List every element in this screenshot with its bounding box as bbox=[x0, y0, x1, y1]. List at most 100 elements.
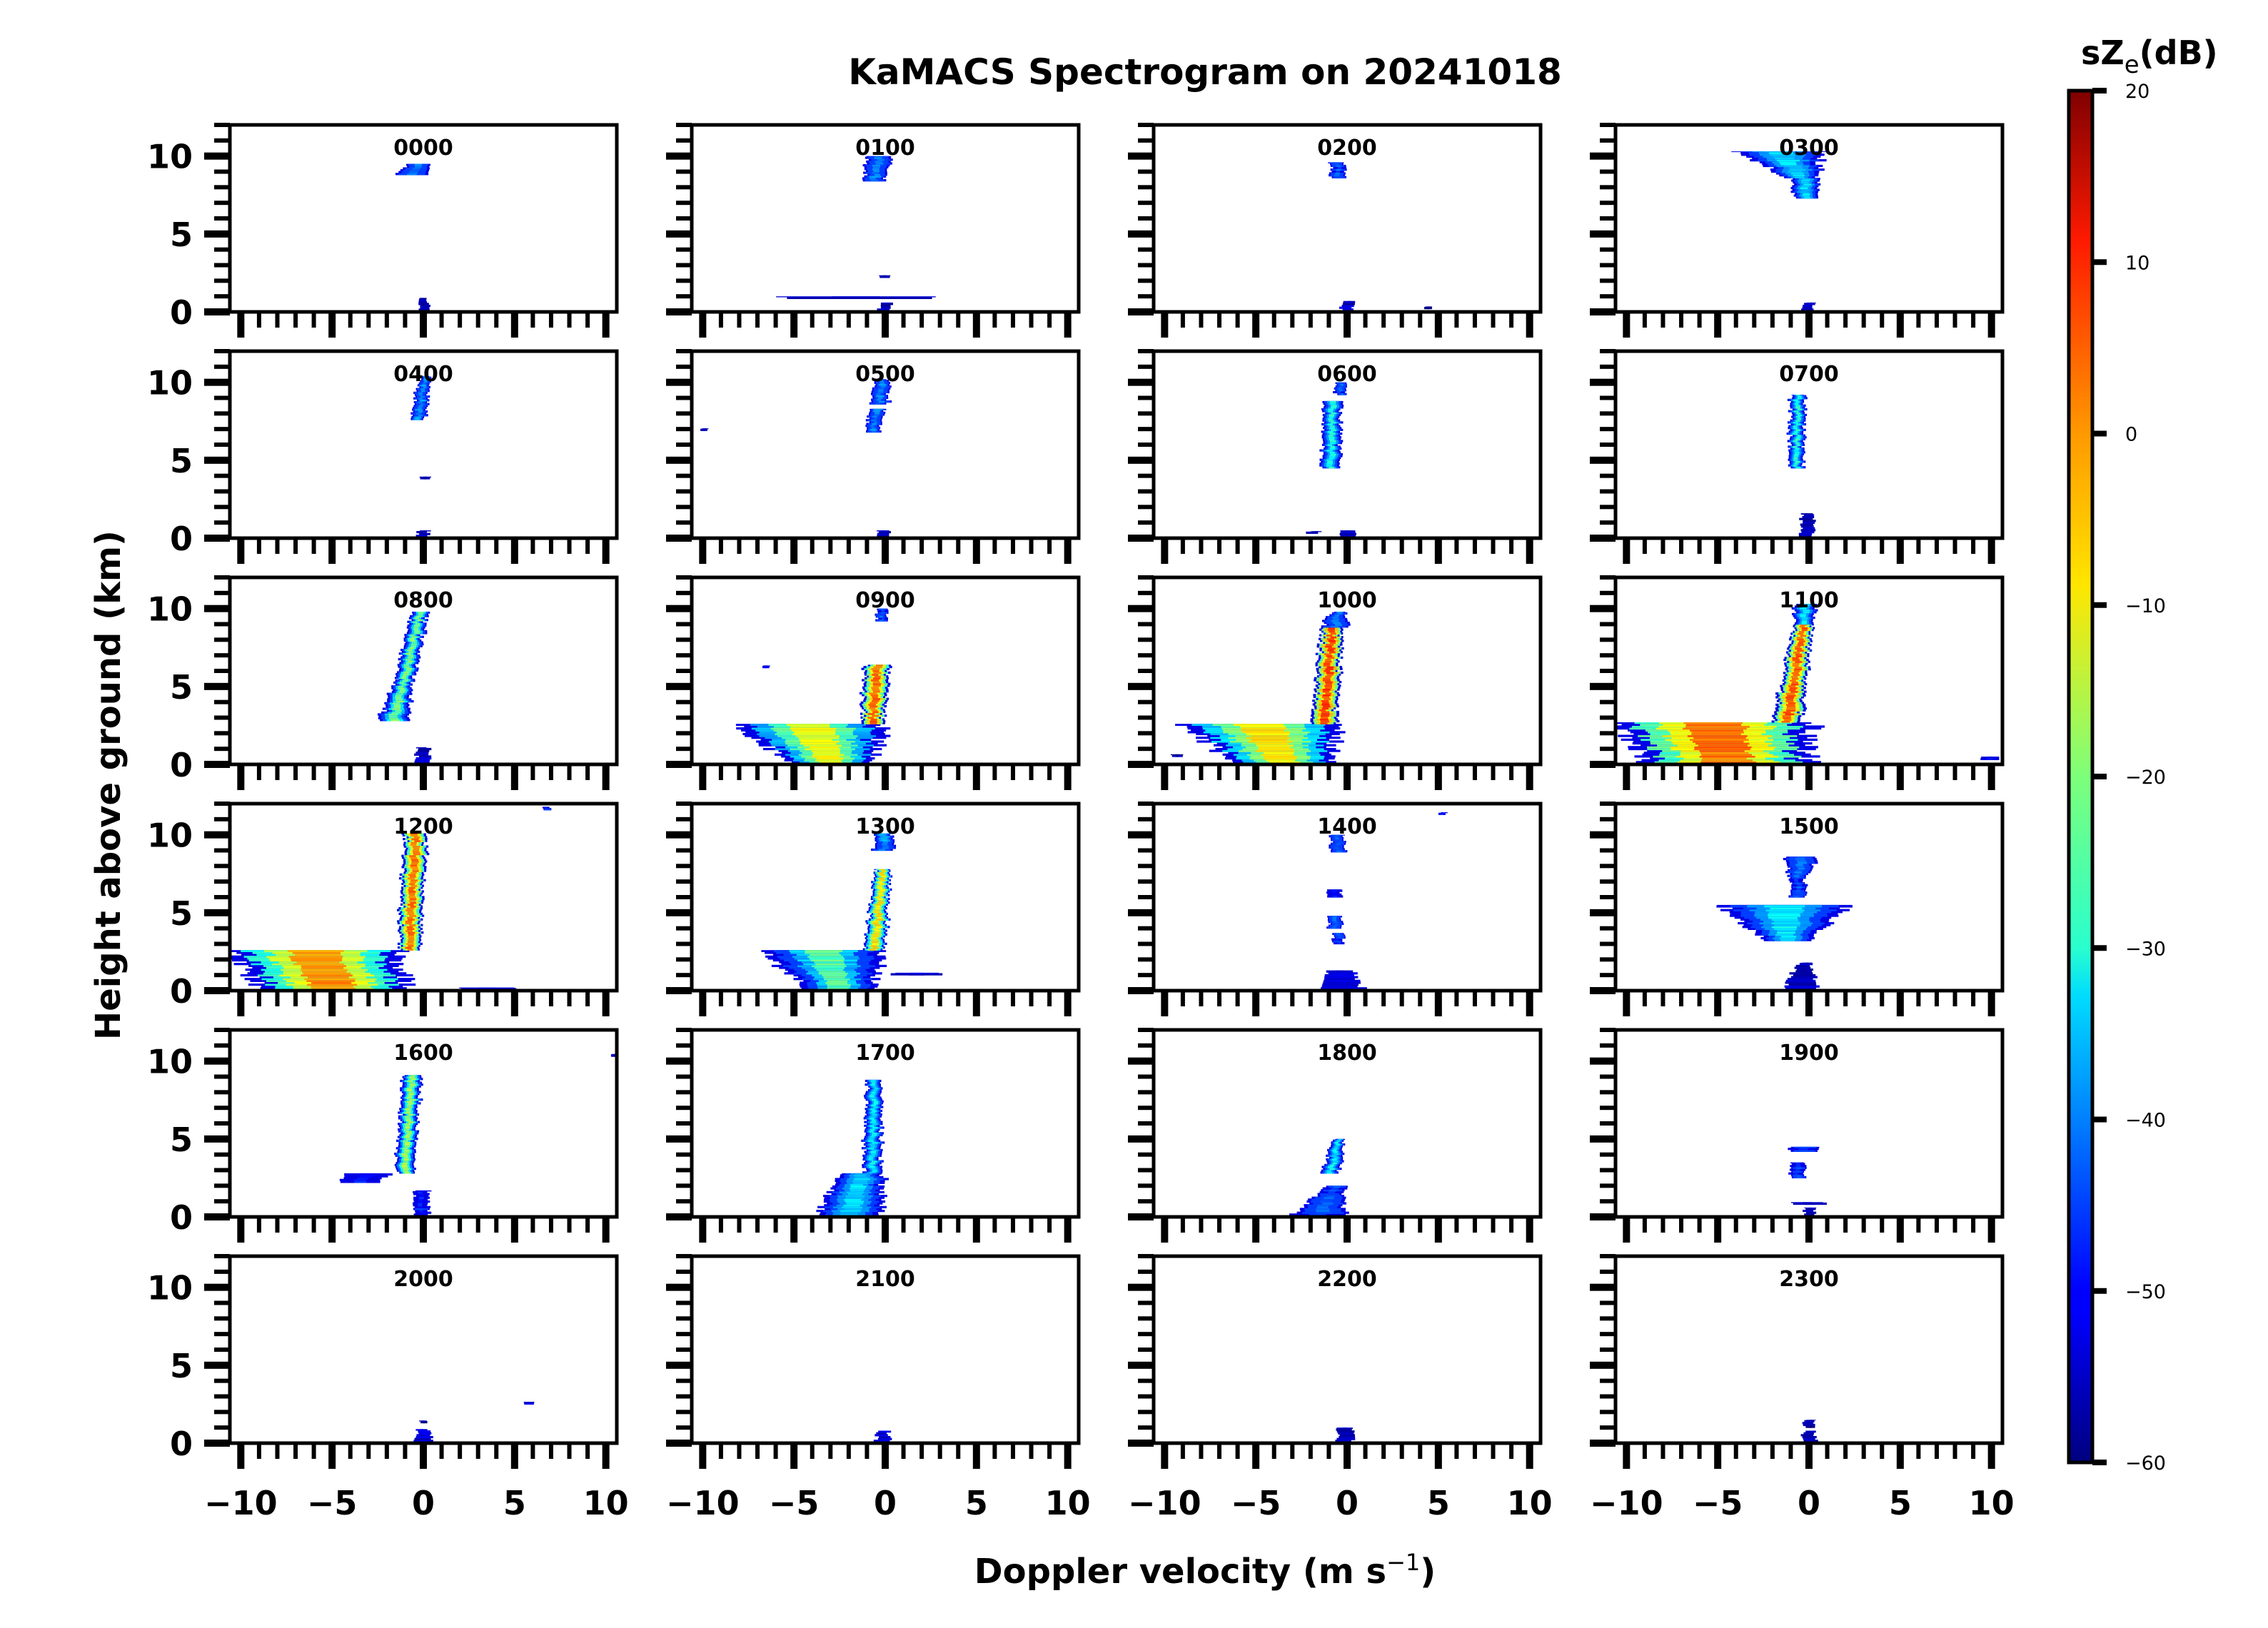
echo-cell bbox=[420, 1211, 426, 1214]
echo-cell bbox=[875, 402, 881, 405]
x-minor-tick bbox=[293, 991, 298, 1006]
y-minor-tick bbox=[676, 590, 692, 595]
echo-cell bbox=[392, 707, 401, 710]
x-minor-tick bbox=[1399, 538, 1404, 554]
y-minor-tick bbox=[1600, 1348, 1616, 1352]
echo-cell bbox=[1332, 916, 1336, 920]
y-minor-tick bbox=[1138, 395, 1154, 400]
x-minor-tick bbox=[956, 991, 961, 1006]
echo-cell bbox=[872, 1123, 877, 1126]
y-minor-tick bbox=[676, 427, 692, 432]
x-major-tick bbox=[510, 312, 518, 338]
x-minor-tick bbox=[937, 764, 942, 780]
x-minor-tick bbox=[755, 312, 760, 328]
x-minor-tick bbox=[1308, 312, 1313, 328]
x-axis-ticks bbox=[237, 312, 610, 338]
x-minor-tick bbox=[1770, 538, 1775, 554]
x-major-tick bbox=[1064, 1217, 1072, 1243]
x-major-tick bbox=[972, 764, 980, 790]
echo-cell bbox=[1339, 972, 1348, 975]
echo-cell bbox=[1797, 649, 1804, 652]
x-minor-tick bbox=[1770, 764, 1775, 780]
echo-cell bbox=[1807, 521, 1811, 525]
echo-cell bbox=[404, 1148, 410, 1151]
echo-feature bbox=[1339, 300, 1356, 311]
colorbar-tick-label: −20 bbox=[2125, 767, 2166, 789]
echo-cell bbox=[1789, 687, 1798, 689]
x-major-tick bbox=[1064, 991, 1072, 1016]
x-minor-tick bbox=[1454, 764, 1459, 780]
panel-title: 0400 bbox=[393, 362, 453, 387]
y-minor-tick bbox=[1138, 941, 1154, 946]
y-minor-tick bbox=[214, 263, 230, 268]
y-minor-tick bbox=[1600, 699, 1616, 704]
x-minor-tick bbox=[1290, 538, 1295, 554]
x-minor-tick bbox=[1290, 991, 1295, 1006]
x-minor-tick bbox=[439, 538, 444, 554]
echo-cell bbox=[1793, 427, 1798, 430]
x-minor-tick bbox=[256, 538, 261, 554]
y-minor-tick bbox=[1138, 622, 1154, 627]
echo-cell bbox=[1795, 1165, 1801, 1168]
y-minor-tick bbox=[676, 1300, 692, 1305]
x-minor-tick bbox=[1825, 764, 1830, 780]
echo-cell bbox=[1333, 921, 1338, 924]
x-minor-tick bbox=[494, 1443, 499, 1459]
x-minor-tick bbox=[1381, 764, 1386, 780]
echo-cell bbox=[872, 714, 879, 717]
x-major-tick bbox=[699, 1217, 707, 1243]
x-minor-tick bbox=[937, 538, 942, 554]
echo-cell bbox=[1792, 664, 1799, 667]
echo-cell bbox=[402, 1147, 408, 1150]
x-minor-tick bbox=[1326, 764, 1331, 780]
echo-cell bbox=[1775, 157, 1795, 160]
x-minor-tick bbox=[1642, 1217, 1647, 1233]
echo-cell bbox=[872, 1132, 878, 1135]
echo-cell bbox=[872, 423, 877, 425]
echo-cell bbox=[872, 697, 880, 700]
echo-cell bbox=[1335, 922, 1339, 925]
echo-cell bbox=[415, 415, 420, 418]
echo-cell bbox=[1316, 1205, 1329, 1208]
x-minor-tick bbox=[1454, 1443, 1459, 1459]
echo-cell bbox=[869, 1154, 875, 1157]
x-minor-tick bbox=[1491, 764, 1496, 780]
y-minor-tick bbox=[214, 443, 230, 447]
echo-cell bbox=[408, 936, 415, 940]
echo-cell bbox=[881, 610, 885, 612]
echo-cell bbox=[1795, 176, 1805, 178]
echo-cell bbox=[418, 1202, 423, 1205]
x-minor-tick bbox=[1733, 1217, 1738, 1233]
echo-cell bbox=[408, 892, 415, 895]
echo-cell bbox=[1781, 935, 1797, 938]
y-minor-tick bbox=[214, 364, 230, 369]
x-minor-tick bbox=[1217, 538, 1222, 554]
x-minor-tick bbox=[1660, 1443, 1665, 1459]
echo-cell bbox=[408, 890, 416, 893]
y-major-tick bbox=[666, 1440, 692, 1447]
echo-cell bbox=[354, 1180, 367, 1183]
echo-cell bbox=[1791, 672, 1799, 674]
x-minor-tick bbox=[567, 538, 572, 554]
echo-cell bbox=[1329, 455, 1336, 457]
echo-feature bbox=[862, 869, 893, 951]
y-major-tick bbox=[1128, 1361, 1154, 1369]
echo-cell bbox=[410, 856, 418, 859]
y-minor-tick bbox=[1138, 926, 1154, 931]
x-minor-tick bbox=[548, 312, 553, 328]
y-major-tick bbox=[204, 605, 230, 612]
panel-0100: 0100 bbox=[666, 123, 1081, 338]
echo-cell bbox=[407, 916, 413, 919]
colorbar-tick-label: 0 bbox=[2125, 424, 2137, 446]
x-minor-tick bbox=[275, 312, 280, 328]
x-major-tick bbox=[328, 312, 336, 338]
echo-cell bbox=[874, 931, 880, 934]
x-major-tick bbox=[237, 764, 245, 790]
echo-cell bbox=[423, 306, 426, 309]
y-axis-ticks bbox=[666, 1028, 692, 1220]
echo-feature bbox=[1424, 306, 1433, 310]
x-major-tick bbox=[328, 991, 336, 1016]
x-major-tick bbox=[1714, 764, 1722, 790]
